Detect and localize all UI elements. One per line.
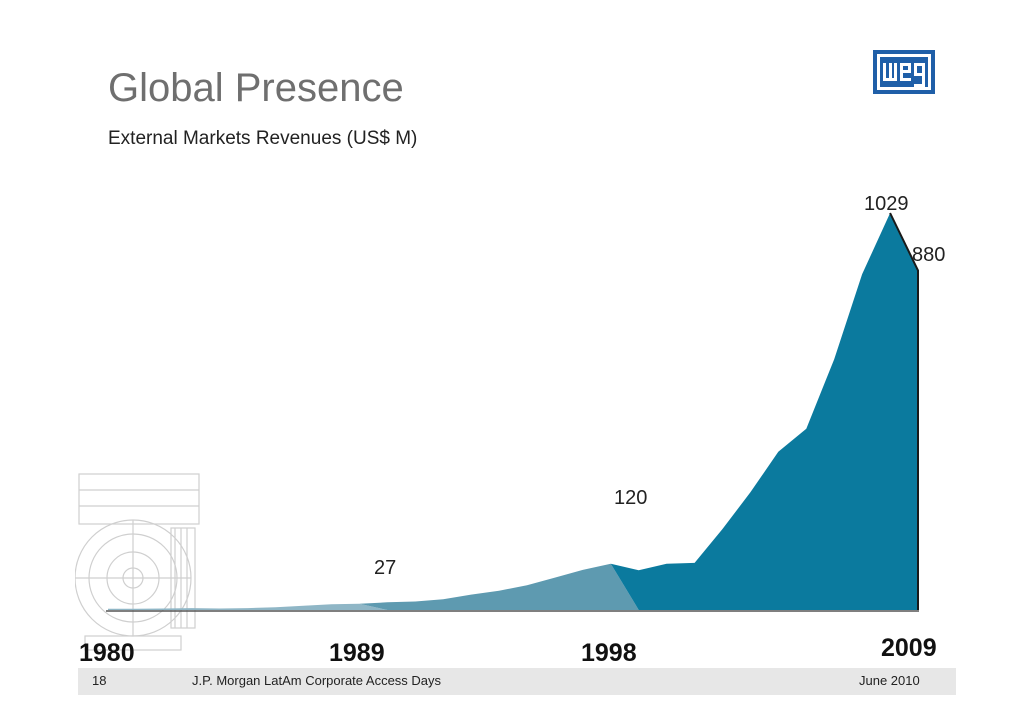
page-number: 18 (92, 673, 107, 688)
page-title: Global Presence (108, 66, 404, 110)
chart-subtitle: External Markets Revenues (US$ M) (108, 128, 418, 149)
data-label-120: 120 (614, 487, 647, 509)
footer-date: June 2010 (859, 673, 920, 688)
area-segment-1989-1998 (359, 563, 639, 610)
area-segment-1998-2009 (610, 213, 918, 610)
data-label-27: 27 (374, 557, 396, 579)
area-segment-1980-1989 (108, 603, 388, 610)
event-name: J.P. Morgan LatAm Corporate Access Days (192, 673, 442, 688)
footer-bar (78, 668, 956, 695)
weg-logo: weg (873, 50, 935, 94)
x-tick-label-2009: 2009 (881, 634, 937, 662)
data-label-1029: 1029 (864, 193, 909, 215)
data-label-880: 880 (912, 244, 945, 266)
x-tick-label-1980: 1980 (79, 639, 135, 667)
x-tick-label-1998: 1998 (581, 639, 637, 667)
x-tick-label-1989: 1989 (329, 639, 385, 667)
series-end-line (889, 212, 919, 610)
